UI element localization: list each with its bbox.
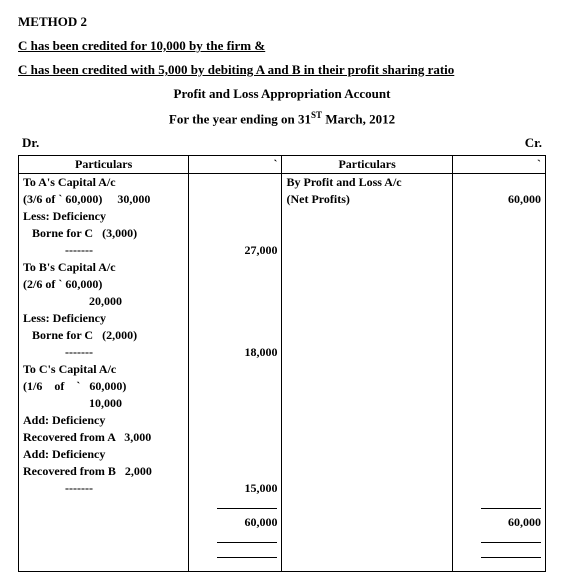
b-head: To B's Capital A/c: [19, 259, 189, 276]
net-profits: (Net Profits): [282, 191, 452, 208]
by-pl: By Profit and Loss A/c: [282, 174, 452, 192]
total-row: 60,000 60,000: [19, 514, 546, 531]
c-add1: Add: Deficiency: [19, 412, 189, 429]
hdr-amt-left: `: [189, 156, 282, 174]
b-amt: 18,000: [189, 344, 282, 361]
ledger-table: Particulars ` Particulars ` To A's Capit…: [18, 155, 546, 572]
cr-label: Cr.: [525, 135, 542, 151]
row-2: (3/6 of ` 60,000) 30,000 (Net Profits) 6…: [19, 191, 546, 208]
c-rec2: Recovered from B 2,000: [19, 463, 189, 480]
a-less: Less: Deficiency: [19, 208, 189, 225]
rule-icon: [481, 557, 541, 558]
rule-icon: [217, 542, 277, 543]
hdr-part-left: Particulars: [19, 156, 189, 174]
period-line: For the year ending on 31ST March, 2012: [18, 110, 546, 127]
note-line-2: C has been credited with 5,000 by debiti…: [18, 62, 546, 78]
period-suffix: March, 2012: [322, 111, 395, 126]
right-total: 60,000: [452, 514, 545, 531]
b-val: 20,000: [19, 293, 189, 310]
dr-label: Dr.: [22, 135, 39, 151]
a-dash: -------: [19, 242, 189, 259]
b-dash: -------: [19, 344, 189, 361]
b-calc: (2/6 of ` 60,000): [19, 276, 189, 293]
rule-icon: [217, 508, 277, 509]
row-1: To A's Capital A/c By Profit and Loss A/…: [19, 174, 546, 192]
c-val: 10,000: [19, 395, 189, 412]
hdr-part-right: Particulars: [282, 156, 452, 174]
a-head: To A's Capital A/c: [19, 174, 189, 192]
rule-icon: [481, 508, 541, 509]
rule-icon: [217, 557, 277, 558]
hdr-amt-right: `: [452, 156, 545, 174]
total-rule-bot: [19, 531, 546, 563]
right-amt: 60,000: [452, 191, 545, 208]
note-line-1: C has been credited for 10,000 by the fi…: [18, 38, 546, 54]
c-head: To C's Capital A/c: [19, 361, 189, 378]
a-calc: (3/6 of ` 60,000) 30,000: [19, 191, 189, 208]
account-title: Profit and Loss Appropriation Account: [18, 86, 546, 102]
method-title: METHOD 2: [18, 14, 546, 30]
left-total: 60,000: [189, 514, 282, 531]
header-row: Particulars ` Particulars `: [19, 156, 546, 174]
period-prefix: For the year ending on 31: [169, 111, 311, 126]
c-add2: Add: Deficiency: [19, 446, 189, 463]
a-amt: 27,000: [189, 242, 282, 259]
rule-icon: [481, 542, 541, 543]
c-dash: -------: [19, 480, 189, 497]
c-calc: (1/6 of ` 60,000): [19, 378, 189, 395]
a-borne: Borne for C (3,000): [19, 225, 189, 242]
b-borne: Borne for C (2,000): [19, 327, 189, 344]
b-less: Less: Deficiency: [19, 310, 189, 327]
c-rec1: Recovered from A 3,000: [19, 429, 189, 446]
c-amt: 15,000: [189, 480, 282, 497]
total-rule-top: [19, 497, 546, 514]
period-sup: ST: [311, 110, 322, 120]
